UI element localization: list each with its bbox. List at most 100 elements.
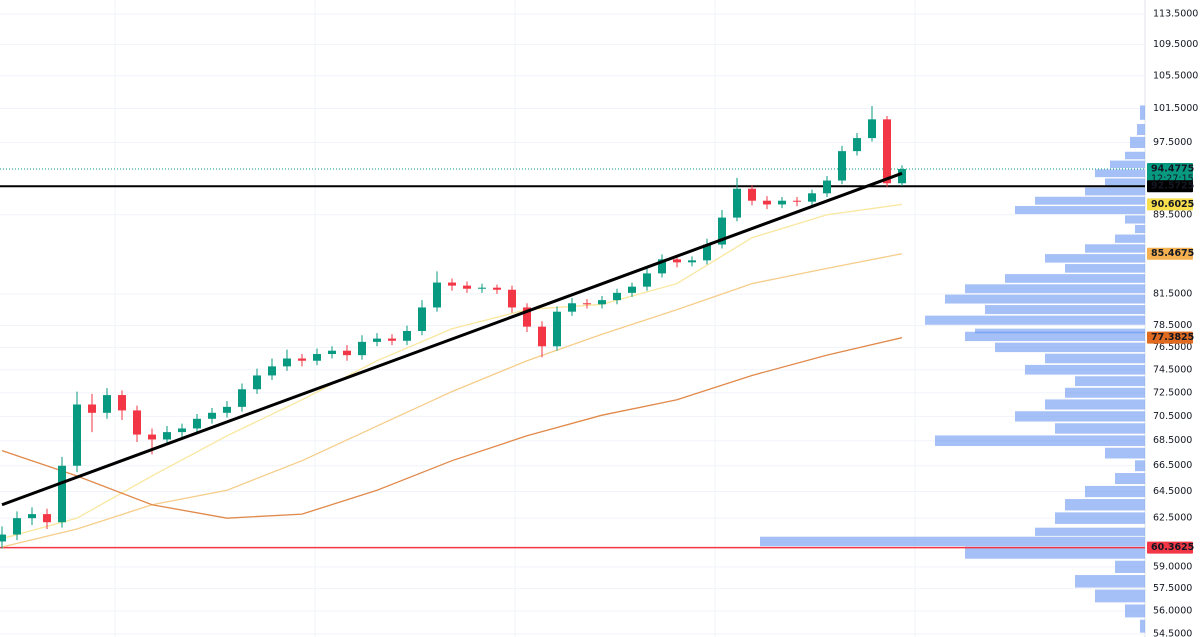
candle-body: [523, 307, 531, 327]
candle-body: [883, 119, 891, 184]
candle-body: [673, 259, 681, 263]
price-label: 77.3825: [1151, 332, 1194, 343]
y-tick-label: 105.5000: [1153, 70, 1198, 81]
candle-body: [868, 119, 876, 139]
volume-profile-bar: [1075, 575, 1145, 588]
volume-profile-bar: [1045, 353, 1145, 364]
candle-body: [703, 244, 711, 261]
candle-body: [793, 200, 801, 202]
y-tick-label: 54.5000: [1153, 628, 1192, 637]
price-label-box: [1147, 180, 1193, 193]
candle-body: [898, 169, 906, 184]
candle-body: [688, 260, 696, 263]
moving-average: [1, 253, 903, 548]
y-tick-label: 56.0000: [1153, 605, 1192, 616]
price-label: 60.3625: [1151, 542, 1194, 553]
volume-profile-bar: [1085, 244, 1145, 253]
volume-profile-bar: [1110, 160, 1145, 169]
y-tick-label: 78.5000: [1153, 320, 1192, 331]
candle-body: [763, 200, 771, 205]
price-label: 85.4675: [1151, 248, 1194, 259]
volume-profile-bar: [985, 305, 1145, 315]
y-tick-label: 76.5000: [1153, 342, 1192, 353]
candle-body: [163, 432, 171, 440]
volume-profile-bar: [1045, 399, 1145, 410]
candle-body: [433, 282, 441, 308]
candle-body: [208, 412, 216, 419]
y-tick-label: 57.5000: [1153, 583, 1192, 594]
candle-body: [613, 292, 621, 301]
candle-body: [823, 180, 831, 194]
volume-profile-bar: [1115, 234, 1145, 243]
volume-profile-bar: [965, 284, 1145, 294]
candle-body: [0, 534, 6, 542]
candle-body: [568, 303, 576, 312]
candle-body: [418, 307, 426, 331]
candle-body: [478, 287, 486, 289]
countdown-label: 12:27:15: [1151, 174, 1194, 185]
candle-body: [343, 350, 351, 356]
volume-profile-bar: [1065, 499, 1145, 511]
candle-body: [718, 217, 726, 245]
candle-body: [538, 326, 546, 347]
candle-body: [268, 366, 276, 376]
candle-body: [313, 354, 321, 361]
candle-body: [448, 282, 456, 286]
candle-body: [748, 188, 756, 201]
volume-profile-bar: [1075, 376, 1145, 387]
volume-profile-bar: [965, 546, 1145, 559]
candle-body: [88, 404, 96, 413]
moving-average: [1, 337, 903, 519]
candle-body: [838, 151, 846, 181]
y-tick-label: 81.5000: [1153, 288, 1192, 299]
candle-body: [508, 289, 516, 308]
volume-profile-bar: [1140, 105, 1145, 120]
y-tick-label: 72.5000: [1153, 387, 1192, 398]
volume-profile-bar: [1055, 512, 1145, 524]
candle-body: [103, 395, 111, 413]
volume-profile-bar: [1115, 560, 1145, 573]
candle-body: [643, 273, 651, 287]
candle-body: [778, 200, 786, 205]
y-tick-label: 68.5000: [1153, 435, 1192, 446]
candle-body: [388, 338, 396, 341]
y-tick-label: 113.5000: [1153, 9, 1198, 20]
volume-profile-bar: [1135, 224, 1145, 234]
volume-profile-bar: [1035, 527, 1145, 536]
volume-profile-bar: [1125, 604, 1145, 618]
volume-profile-bar: [1015, 206, 1145, 215]
candle-body: [193, 418, 201, 429]
volume-profile-bar: [1137, 124, 1145, 136]
volume-profile-bar: [1105, 178, 1145, 187]
candle-body: [178, 428, 186, 433]
candle-body: [493, 287, 501, 290]
price-label-box: [1147, 247, 1193, 260]
price-label-box: [1147, 198, 1193, 211]
volume-profile-bar: [1015, 411, 1145, 422]
candle-body: [733, 188, 741, 218]
candle-body: [628, 286, 636, 293]
candle-body: [73, 404, 81, 466]
y-tick-label: 97.5000: [1153, 137, 1192, 148]
candle-body: [133, 410, 141, 435]
candle-body: [658, 259, 666, 274]
volume-profile-bar: [1140, 619, 1145, 633]
volume-profile-bar: [945, 294, 1145, 304]
y-tick-label: 64.5000: [1153, 486, 1192, 497]
volume-profile-bar: [1095, 589, 1145, 603]
candle-body: [328, 350, 336, 355]
volume-profile-bar: [760, 536, 1145, 547]
candle-body: [223, 406, 231, 413]
price-label-box: [1147, 541, 1193, 554]
volume-profile-bar: [1095, 169, 1145, 178]
y-tick-label: 89.5000: [1153, 209, 1192, 220]
volume-profile-bar: [995, 342, 1145, 353]
volume-profile-bar: [1045, 254, 1145, 263]
volume-profile-bar: [1130, 136, 1145, 148]
candle-body: [358, 341, 366, 356]
volume-profile-bar: [935, 435, 1145, 446]
price-label: 92.5725: [1151, 181, 1194, 192]
volume-profile-bar: [1005, 274, 1145, 283]
price-label: 94.4775: [1151, 164, 1194, 175]
